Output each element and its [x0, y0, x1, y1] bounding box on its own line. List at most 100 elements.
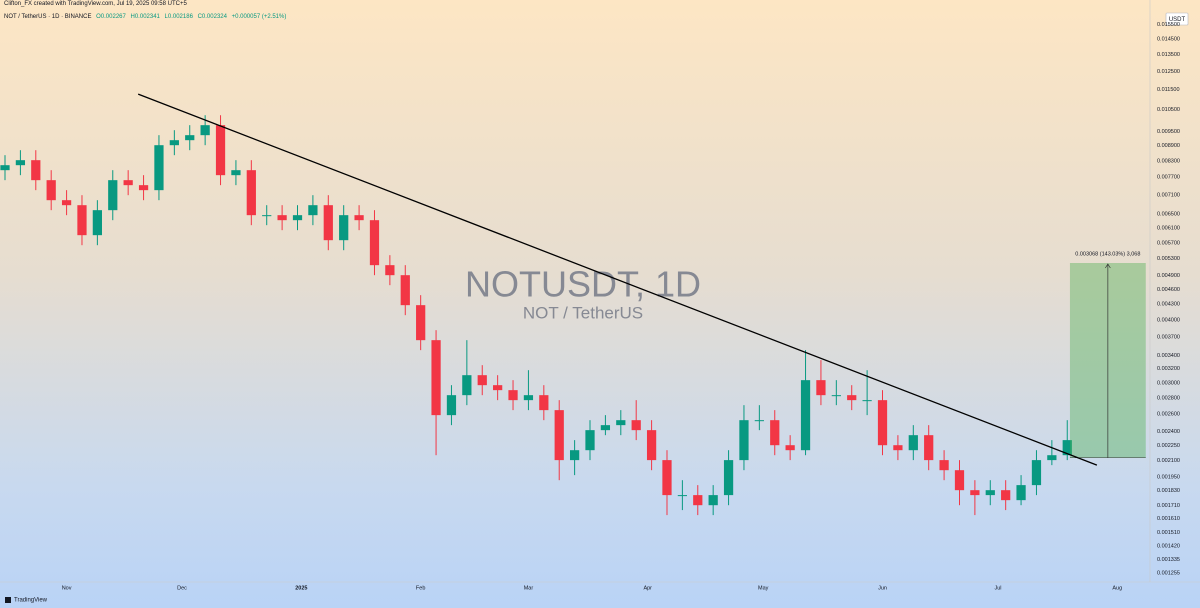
y-tick-label: 0.002600	[1157, 411, 1180, 417]
author-line: Clifton_FX created with TradingView.com,…	[4, 1, 187, 7]
candle-body	[985, 490, 995, 496]
y-tick-label: 0.002250	[1157, 443, 1180, 449]
candle-body	[138, 185, 149, 191]
candle-body	[754, 420, 764, 422]
x-tick-label: Mar	[524, 585, 534, 591]
candle-body	[539, 395, 549, 411]
candle-body	[61, 200, 72, 206]
currency-box[interactable]	[1165, 12, 1189, 26]
candle-body	[369, 220, 380, 266]
candle-body	[0, 165, 10, 171]
candle-body	[246, 170, 256, 216]
currency-label[interactable]: USDT	[1169, 17, 1186, 23]
y-tick-label: 0.001420	[1157, 543, 1180, 549]
candle-body	[708, 495, 718, 506]
candle-body	[970, 490, 980, 496]
y-tick-label: 0.001830	[1157, 488, 1180, 494]
x-tick-label: May	[758, 585, 769, 591]
candle-body	[200, 125, 210, 136]
y-tick-label: 0.005700	[1157, 240, 1180, 246]
y-tick-label: 0.013500	[1157, 52, 1180, 58]
candle-body	[15, 160, 26, 166]
candle-body	[677, 495, 687, 497]
y-tick-label: 0.004300	[1157, 302, 1180, 308]
candle-body	[354, 215, 364, 221]
ohlc-high: H0.002341	[130, 14, 160, 20]
y-tick-label: 0.001610	[1157, 516, 1180, 522]
candle-body	[1031, 460, 1042, 486]
candle-body	[954, 470, 965, 491]
candle-body	[600, 425, 611, 431]
y-tick-label: 0.004000	[1157, 318, 1180, 324]
candle-body	[847, 395, 857, 401]
symbol: NOT / TetherUS · 1D · BINANCE	[4, 14, 92, 20]
candle-body	[862, 400, 872, 402]
candle-body	[616, 420, 626, 426]
y-tick-label: 0.004600	[1157, 287, 1180, 293]
candle-body	[431, 340, 441, 416]
candle-body	[508, 390, 518, 401]
candles	[0, 115, 1072, 516]
y-tick-label: 0.008300	[1157, 158, 1180, 164]
legend-line: NOT / TetherUS · 1D · BINANCE O0.002267 …	[4, 14, 289, 20]
candle-body	[323, 205, 333, 241]
candle-body	[693, 495, 703, 506]
y-tick-label: 0.010500	[1157, 107, 1180, 113]
y-tick-label: 0.002400	[1157, 429, 1180, 435]
candle-body	[46, 180, 56, 201]
ohlc-low: L0.002186	[164, 14, 193, 20]
y-tick-label: 0.011500	[1157, 87, 1180, 93]
measure-label: 0.003068 (143.03%) 3,068	[1075, 251, 1140, 257]
candle-body	[723, 460, 734, 496]
x-tick-label: Feb	[416, 585, 425, 591]
candle-body	[1062, 440, 1072, 456]
candle-body	[477, 375, 487, 386]
y-tick-label: 0.008900	[1157, 143, 1180, 149]
candle-body	[154, 145, 164, 191]
candle-body	[1016, 485, 1026, 501]
candle-body	[877, 400, 888, 446]
candle-body	[446, 395, 457, 416]
ohlc-open: O0.002267	[96, 14, 126, 20]
candle-body	[169, 140, 179, 146]
y-tick-label: 0.007700	[1157, 175, 1180, 181]
x-tick-label: Aug	[1112, 585, 1122, 591]
brand-name: TradingView	[14, 598, 48, 604]
candle-body	[585, 430, 595, 451]
y-tick-label: 0.002100	[1157, 458, 1180, 464]
candle-body	[493, 385, 503, 391]
candle-body	[308, 205, 318, 216]
y-tick-label: 0.007100	[1157, 192, 1180, 198]
y-tick-label: 0.003700	[1157, 335, 1180, 341]
candle-body	[1001, 490, 1011, 501]
candle-body	[31, 160, 41, 181]
candle-body	[816, 380, 826, 396]
candle-body	[569, 450, 580, 461]
y-tick-label: 0.004900	[1157, 273, 1180, 279]
y-tick-label: 0.006100	[1157, 225, 1180, 231]
candle-body	[924, 435, 934, 461]
candle-body	[785, 445, 795, 451]
y-tick-label: 0.005300	[1157, 256, 1180, 262]
ohlc-change: +0.000057 (+2.51%)	[231, 14, 287, 20]
y-tick-label: 0.001710	[1157, 503, 1180, 509]
y-tick-label: 0.009500	[1157, 129, 1180, 135]
candle-body	[215, 125, 226, 176]
candle-body	[1047, 455, 1057, 461]
watermark-subtitle: NOT / TetherUS	[523, 303, 643, 322]
candle-body	[385, 265, 395, 276]
x-tick-label: Apr	[643, 585, 652, 591]
candle-body	[416, 305, 426, 341]
candle-body	[908, 435, 918, 451]
candle-body	[108, 180, 118, 211]
candle-body	[523, 395, 534, 401]
y-tick-label: 0.001255	[1157, 570, 1180, 576]
y-tick-label: 0.003200	[1157, 366, 1180, 372]
ohlc-close: C0.002324	[197, 14, 227, 20]
x-tick-label: Dec	[177, 585, 187, 591]
candle-body	[292, 215, 303, 221]
candle-body	[123, 180, 133, 186]
